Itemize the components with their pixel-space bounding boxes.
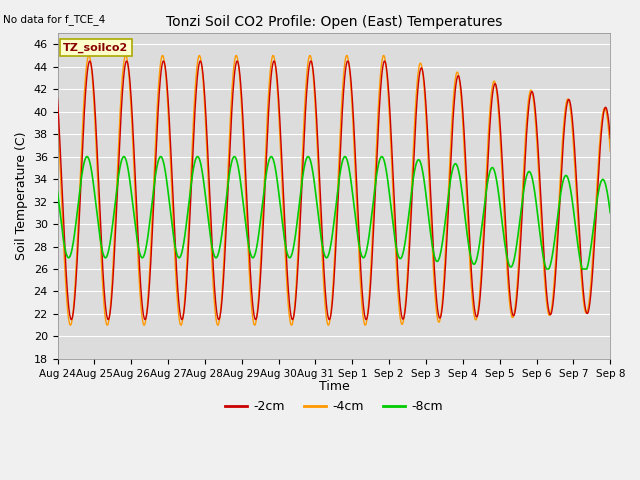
X-axis label: Time: Time (319, 380, 349, 393)
Legend: -2cm, -4cm, -8cm: -2cm, -4cm, -8cm (220, 395, 448, 418)
Text: TZ_soilco2: TZ_soilco2 (63, 43, 128, 53)
Text: No data for f_TCE_4: No data for f_TCE_4 (3, 14, 106, 25)
Y-axis label: Soil Temperature (C): Soil Temperature (C) (15, 132, 28, 260)
Title: Tonzi Soil CO2 Profile: Open (East) Temperatures: Tonzi Soil CO2 Profile: Open (East) Temp… (166, 15, 502, 29)
